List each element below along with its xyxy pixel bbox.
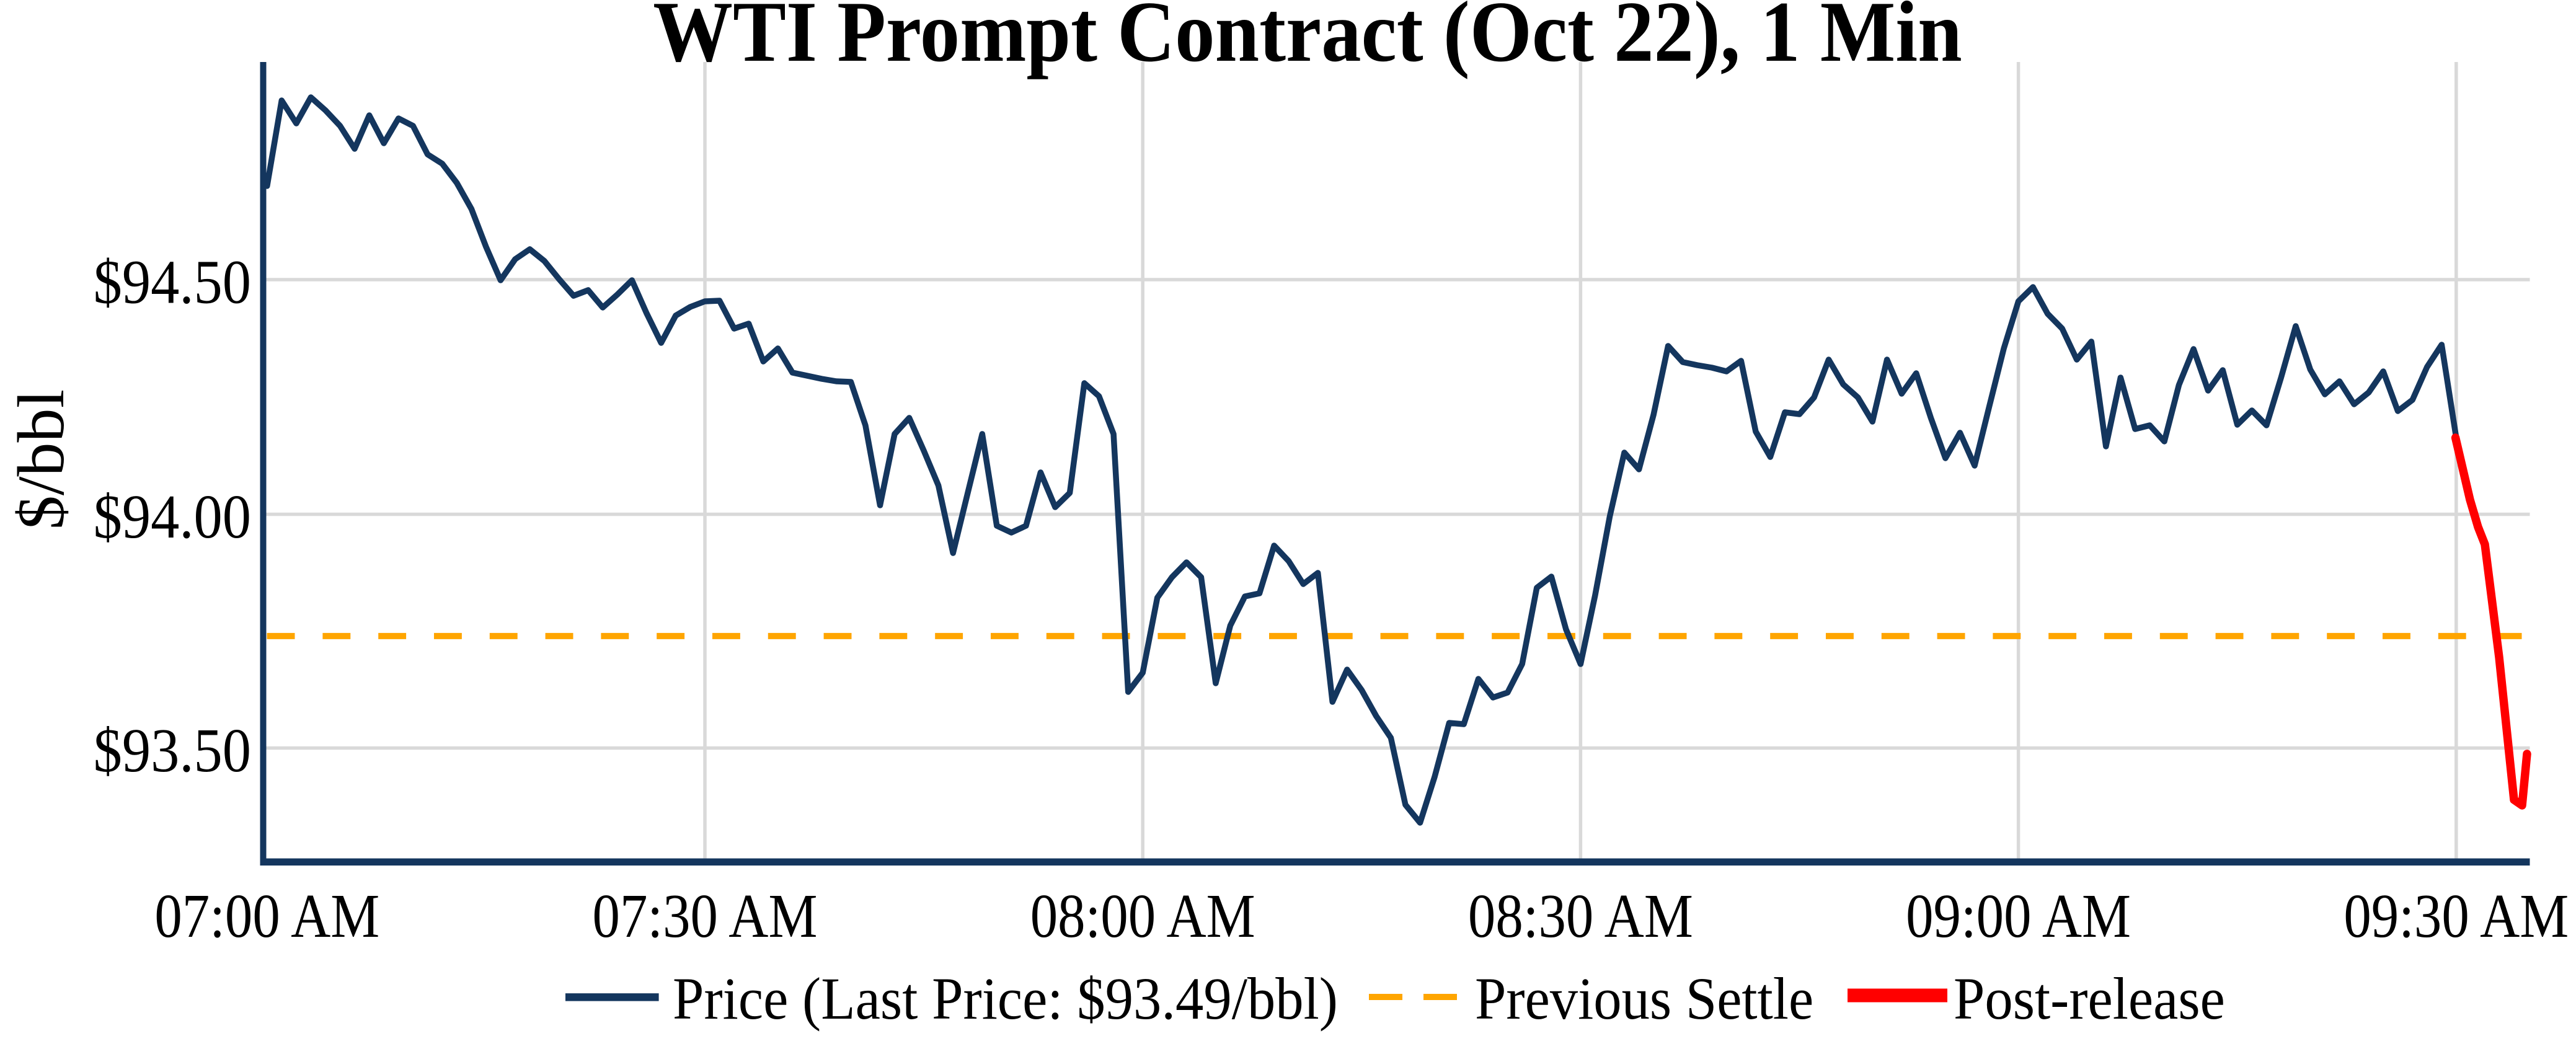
svg-text:08:30 AM: 08:30 AM	[1468, 881, 1693, 951]
svg-text:09:00 AM: 09:00 AM	[1906, 881, 2131, 951]
svg-text:$94.00: $94.00	[94, 482, 251, 551]
svg-text:Post-release: Post-release	[1954, 967, 2225, 1032]
svg-text:07:30 AM: 07:30 AM	[593, 881, 818, 951]
svg-text:08:00 AM: 08:00 AM	[1030, 881, 1255, 951]
svg-text:Price (Last Price: $93.49/bbl): Price (Last Price: $93.49/bbl)	[673, 967, 1338, 1032]
svg-text:Previous Settle: Previous Settle	[1475, 967, 1813, 1032]
svg-text:09:30 AM: 09:30 AM	[2344, 881, 2569, 951]
svg-text:$94.50: $94.50	[94, 247, 251, 317]
svg-text:WTI Prompt Contract (Oct 22),: WTI Prompt Contract (Oct 22), 1 Min	[653, 0, 1962, 80]
svg-text:$93.50: $93.50	[94, 715, 251, 785]
svg-text:$/bbl: $/bbl	[4, 389, 77, 530]
svg-text:07:00 AM: 07:00 AM	[154, 881, 379, 951]
